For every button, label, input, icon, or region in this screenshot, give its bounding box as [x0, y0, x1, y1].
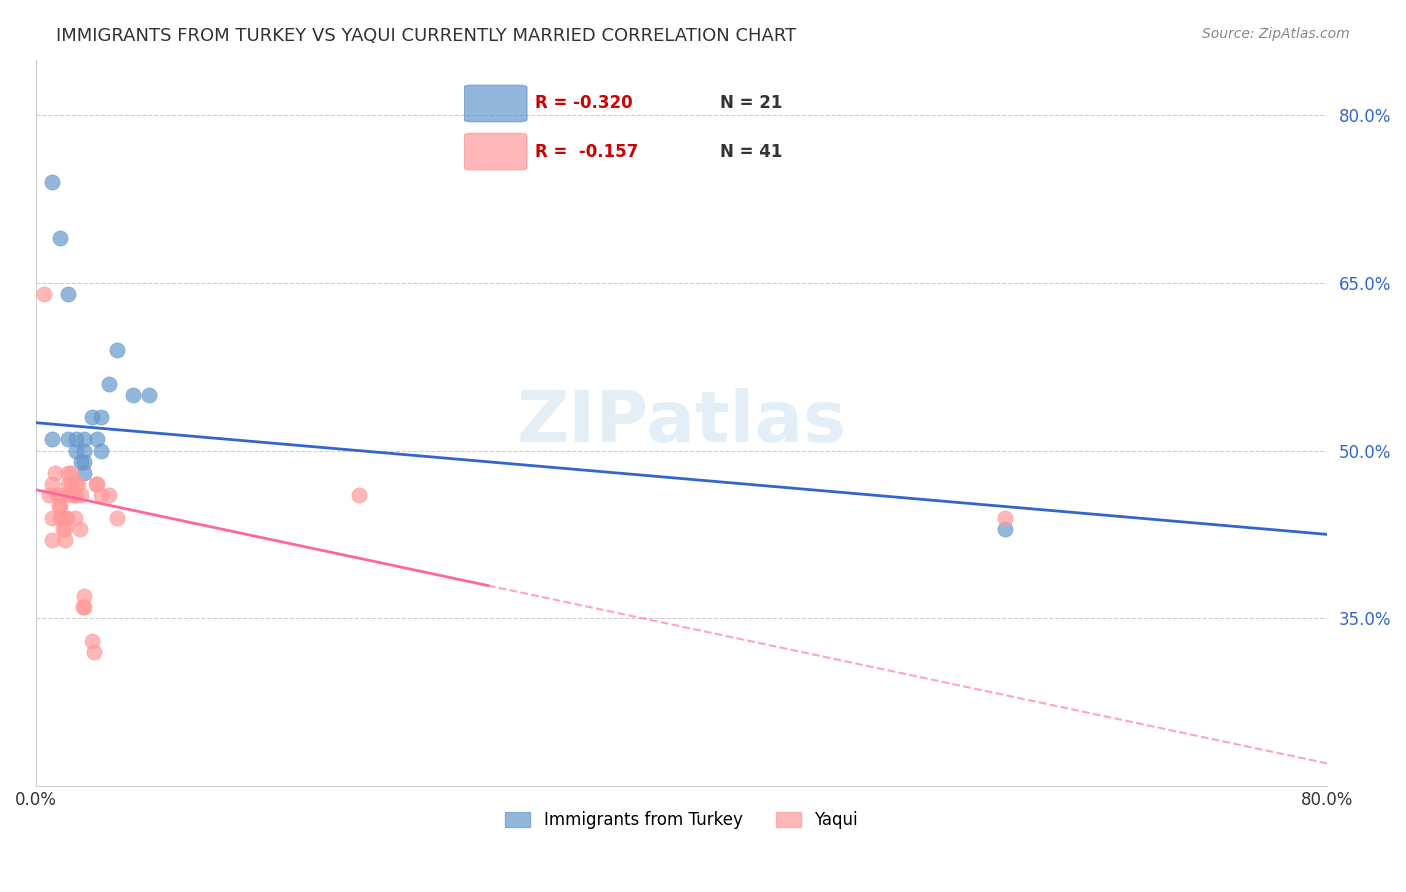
- Text: IMMIGRANTS FROM TURKEY VS YAQUI CURRENTLY MARRIED CORRELATION CHART: IMMIGRANTS FROM TURKEY VS YAQUI CURRENTL…: [56, 27, 796, 45]
- Point: [58, 433, 80, 447]
- Point: [83, 645, 105, 659]
- Point: [60, 477, 83, 491]
- Point: [84, 477, 107, 491]
- Point: [41, 510, 63, 524]
- Point: [58, 287, 80, 301]
- Point: [51, 510, 73, 524]
- Point: [58, 488, 80, 502]
- Point: [89, 488, 111, 502]
- Point: [73, 455, 96, 469]
- Point: [49, 510, 72, 524]
- Point: [62, 488, 84, 502]
- Point: [72, 600, 94, 615]
- Point: [66, 477, 89, 491]
- Text: ZIPatlas: ZIPatlas: [516, 388, 846, 458]
- Point: [58, 466, 80, 480]
- Text: R = -0.320: R = -0.320: [534, 95, 633, 112]
- Point: [65, 488, 87, 502]
- Point: [49, 488, 72, 502]
- Point: [73, 466, 96, 480]
- Point: [41, 176, 63, 190]
- Point: [73, 443, 96, 458]
- Point: [38, 488, 60, 502]
- Point: [60, 466, 83, 480]
- Text: R =  -0.157: R = -0.157: [534, 143, 638, 161]
- Point: [45, 488, 67, 502]
- Point: [121, 388, 143, 402]
- Point: [48, 500, 70, 514]
- Point: [347, 488, 370, 502]
- Point: [49, 500, 72, 514]
- Text: Source: ZipAtlas.com: Source: ZipAtlas.com: [1202, 27, 1350, 41]
- Text: N = 21: N = 21: [720, 95, 782, 112]
- Point: [65, 477, 87, 491]
- Point: [44, 466, 66, 480]
- Point: [41, 533, 63, 547]
- Point: [82, 410, 104, 425]
- Point: [73, 600, 96, 615]
- Point: [32, 287, 55, 301]
- FancyBboxPatch shape: [464, 86, 527, 121]
- Point: [41, 433, 63, 447]
- Point: [41, 477, 63, 491]
- Point: [63, 510, 86, 524]
- Point: [65, 433, 87, 447]
- Point: [52, 522, 75, 536]
- Point: [53, 533, 76, 547]
- FancyBboxPatch shape: [464, 134, 527, 169]
- Point: [97, 488, 120, 502]
- Point: [105, 343, 128, 357]
- Point: [53, 522, 76, 536]
- Point: [70, 455, 93, 469]
- Point: [49, 231, 72, 245]
- Point: [97, 376, 120, 391]
- Point: [55, 510, 77, 524]
- Point: [105, 510, 128, 524]
- Point: [70, 488, 93, 502]
- Point: [993, 522, 1015, 536]
- Point: [58, 477, 80, 491]
- Point: [73, 433, 96, 447]
- Text: N = 41: N = 41: [720, 143, 782, 161]
- Point: [73, 589, 96, 603]
- Point: [86, 477, 108, 491]
- Point: [89, 410, 111, 425]
- Point: [86, 433, 108, 447]
- Point: [993, 510, 1015, 524]
- Point: [138, 388, 160, 402]
- Point: [65, 443, 87, 458]
- Point: [89, 443, 111, 458]
- Legend: Immigrants from Turkey, Yaqui: Immigrants from Turkey, Yaqui: [499, 805, 865, 836]
- Point: [82, 633, 104, 648]
- Point: [53, 510, 76, 524]
- Point: [69, 522, 91, 536]
